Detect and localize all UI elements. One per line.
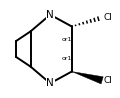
- Text: N: N: [46, 10, 54, 20]
- Text: Cl: Cl: [103, 13, 112, 22]
- Text: or1: or1: [61, 37, 72, 42]
- Polygon shape: [72, 72, 103, 84]
- Text: Cl: Cl: [103, 76, 112, 85]
- Text: N: N: [46, 78, 54, 88]
- Text: or1: or1: [61, 56, 72, 61]
